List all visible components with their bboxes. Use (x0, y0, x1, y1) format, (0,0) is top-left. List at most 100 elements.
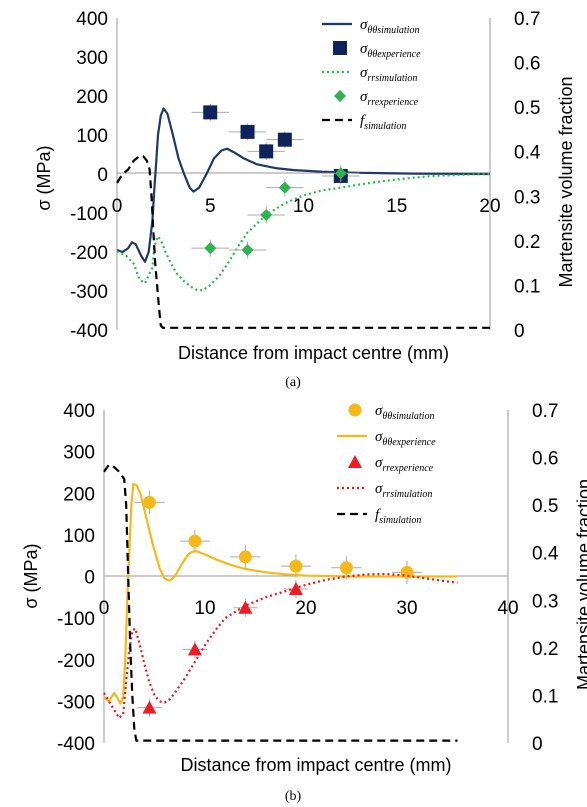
y-left-tick-label: 300 (76, 48, 108, 69)
y-left-tick-label: -200 (57, 651, 95, 672)
y-left-tick-label: -400 (70, 321, 108, 342)
x-axis-title: Distance from impact centre (mm) (178, 343, 449, 363)
x-tick-label: 30 (396, 598, 417, 619)
x-tick-label: 20 (479, 196, 500, 217)
y-left-tick-label: 300 (63, 443, 95, 464)
data-point-diamond (334, 167, 347, 180)
legend-entry-main: f (375, 507, 381, 523)
legend-entry: σrrexperience (360, 89, 419, 108)
legend-entry-main: σ (375, 429, 383, 445)
legend-entry: σrrsimulation (360, 65, 417, 84)
legend-entry: σrrsimulation (375, 481, 432, 500)
data-point-circle (339, 561, 353, 575)
legend-entry-main: σ (375, 403, 383, 419)
legend-entry-main: σ (360, 17, 368, 33)
series-line-a-2 (116, 172, 491, 292)
x-tick-label: 5 (205, 196, 216, 217)
legend-entry: σθθsimulation (360, 17, 419, 36)
y-right-axis-title: Martensite volume fraction (556, 76, 576, 287)
data-point-circle (142, 495, 156, 509)
y-left-tick-label: -100 (57, 609, 95, 630)
y-right-tick-label: 0.6 (514, 54, 540, 75)
legend-entry: fsimulation (375, 507, 421, 526)
data-point-square (277, 132, 292, 147)
x-axis-title: Distance from impact centre (mm) (180, 755, 451, 775)
y-right-tick-label: 0.3 (532, 591, 558, 612)
y-left-tick-label: 400 (76, 9, 108, 30)
legend-entry-main: σ (375, 455, 383, 471)
legend-entry-subscript: rrsimulation (367, 73, 417, 84)
y-right-tick-label: 0.3 (514, 187, 540, 208)
y-left-tick-label: 0 (84, 568, 95, 589)
legend-entry-subscript: simulation (379, 515, 421, 526)
data-point-triangle (238, 600, 253, 614)
chart-panel-b: 4003002001000-100-200-300-4000.70.60.50.… (21, 401, 587, 804)
y-left-tick-label: -400 (57, 734, 95, 755)
legend-entry-subscript: θθexperience (367, 49, 421, 60)
series-line-b-1 (103, 483, 458, 705)
y-right-tick-label: 0.4 (514, 143, 541, 164)
x-tick-label: 40 (497, 598, 518, 619)
legend-entry: σθθexperience (360, 41, 421, 60)
y-left-axis-title: σ (MPa) (34, 145, 54, 210)
panel-caption: (b) (285, 789, 302, 804)
y-right-tick-label: 0.2 (514, 232, 540, 253)
legend-entry: σθθexperience (375, 429, 436, 448)
data-point-circle (188, 534, 202, 548)
legend-entry-main: σ (360, 65, 368, 81)
series-line-b-4 (103, 463, 458, 742)
series-line-b-3 (103, 572, 458, 720)
legend-entry-subscript: θθsimulation (367, 25, 419, 36)
data-point-diamond (260, 208, 273, 221)
y-right-axis-title: Martensite volume fraction (574, 479, 587, 690)
data-point-square (240, 124, 255, 139)
y-left-tick-label: -300 (70, 282, 108, 303)
legend-entry-main: σ (375, 481, 383, 497)
y-left-tick-label: 100 (63, 526, 95, 547)
data-point-square (203, 105, 218, 120)
legend-entry-subscript: rrsimulation (382, 489, 432, 500)
legend-entry-subscript: rrexperience (382, 463, 433, 474)
legend-entry-main: σ (360, 89, 368, 105)
series-line-a-0 (116, 107, 491, 263)
y-left-tick-label: -300 (57, 692, 95, 713)
x-tick-label: 0 (99, 598, 110, 619)
y-left-axis-title: σ (MPa) (21, 543, 41, 608)
legend-entry-subscript: rrexperience (367, 97, 418, 108)
legend-swatch-square (333, 41, 347, 55)
legend-entry: σrrexperience (375, 455, 434, 474)
y-left-tick-label: -100 (70, 204, 108, 225)
y-left-tick-label: -200 (70, 243, 108, 264)
y-right-tick-label: 0.7 (514, 9, 540, 30)
series-line-a-4 (116, 155, 490, 329)
x-tick-label: 20 (295, 598, 316, 619)
data-point-circle (289, 559, 303, 573)
y-right-tick-label: 0.5 (514, 98, 540, 119)
legend-swatch-diamond (334, 90, 346, 102)
x-tick-label: 10 (293, 196, 314, 217)
x-tick-label: 0 (112, 196, 123, 217)
legend-swatch-circle (348, 403, 362, 417)
legend-swatch-triangle (348, 455, 362, 468)
y-left-tick-label: 200 (76, 87, 108, 108)
legend-entry-subscript: simulation (364, 121, 406, 132)
y-right-tick-label: 0 (532, 734, 543, 755)
data-point-triangle (187, 642, 202, 656)
x-tick-label: 15 (386, 196, 407, 217)
legend-entry: fsimulation (360, 113, 406, 132)
data-point-circle (238, 550, 252, 564)
y-right-tick-label: 0.1 (532, 686, 558, 707)
legend-entry: σθθsimulation (375, 403, 434, 422)
y-left-tick-label: 100 (76, 126, 108, 147)
y-left-tick-label: 400 (63, 401, 95, 422)
y-right-tick-label: 0.2 (532, 639, 558, 660)
data-point-diamond (278, 181, 291, 194)
legend-entry-subscript: θθexperience (382, 437, 436, 448)
data-point-triangle (142, 700, 157, 714)
legend-entry-main: σ (360, 41, 368, 57)
data-point-diamond (204, 242, 217, 255)
y-right-tick-label: 0.6 (532, 449, 558, 470)
data-point-square (259, 144, 274, 159)
y-left-tick-label: 0 (97, 165, 108, 186)
